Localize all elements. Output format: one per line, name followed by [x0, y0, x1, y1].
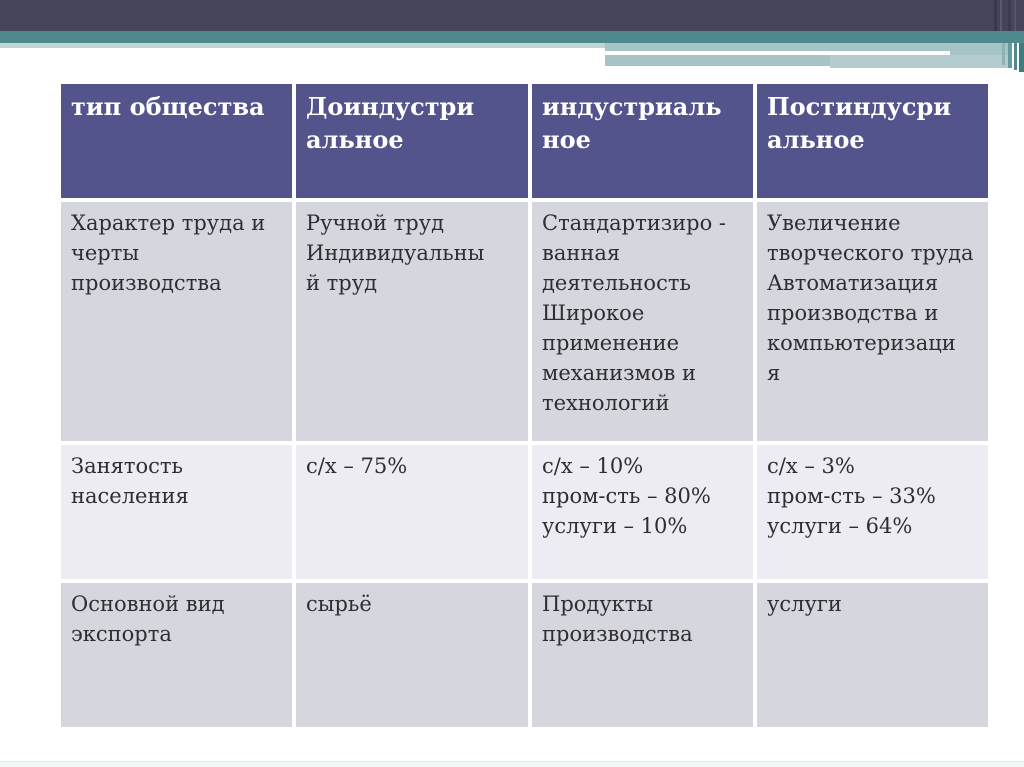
- corner-stripe-dark-3: [1008, 0, 1011, 31]
- corner-stripe-dark-2: [1000, 0, 1002, 31]
- cell-employment-postindustrial: с/х – 3% пром-сть – 33% услуги – 64%: [753, 441, 988, 583]
- top-dark-banner: [0, 0, 1024, 31]
- corner-stripe-teal-2: [1008, 43, 1012, 68]
- table-row-employment: Занятость населения с/х – 75% с/х – 10% …: [61, 441, 988, 583]
- cell-labor-label: Характер труда и черты производства: [61, 198, 296, 445]
- header-cell-society-type: тип общества: [61, 84, 296, 202]
- cell-labor-postindustrial: Увеличение творческого труда Автоматизац…: [753, 198, 988, 445]
- society-types-table: тип общества Доиндустри альное индустриа…: [61, 84, 988, 727]
- cell-export-industrial: Продукты производства: [528, 579, 757, 727]
- cell-export-preindustrial: сырьё: [292, 579, 532, 727]
- cell-employment-preindustrial: с/х – 75%: [292, 441, 532, 583]
- left-light-teal-strip: [0, 43, 605, 48]
- corner-stripe-dark-1: [994, 0, 997, 31]
- cell-export-postindustrial: услуги: [753, 579, 988, 727]
- seafoam-band-lower: [605, 55, 830, 66]
- top-teal-stripe: [0, 31, 1024, 43]
- cell-export-label: Основной вид экспорта: [61, 579, 296, 727]
- seafoam-band-upper: [605, 43, 1008, 51]
- cell-labor-preindustrial: Ручной труд Индивидуальны й труд: [292, 198, 532, 445]
- table-row-export: Основной вид экспорта сырьё Продукты про…: [61, 579, 988, 727]
- header-cell-preindustrial: Доиндустри альное: [292, 84, 532, 202]
- seafoam-band-lower-right: [830, 55, 1008, 68]
- seafoam-band-upper-right: [950, 51, 1008, 55]
- table-row-labor-character: Характер труда и черты производства Ручн…: [61, 198, 988, 445]
- corner-stripe-dark-4: [1014, 0, 1016, 31]
- header-cell-postindustrial: Постиндусри альное: [753, 84, 988, 202]
- header-cell-industrial: индустриаль ное: [528, 84, 757, 202]
- corner-stripe-teal-1: [1002, 43, 1005, 65]
- table-header-row: тип общества Доиндустри альное индустриа…: [61, 84, 988, 202]
- cell-labor-industrial: Стандартизиро - ванная деятельность Широ…: [528, 198, 757, 445]
- slide-bottom-edge: [0, 761, 1024, 767]
- cell-employment-label: Занятость населения: [61, 441, 296, 583]
- corner-stripe-teal-4: [1019, 43, 1024, 72]
- corner-stripe-teal-3: [1014, 43, 1017, 70]
- cell-employment-industrial: с/х – 10% пром-сть – 80% услуги – 10%: [528, 441, 757, 583]
